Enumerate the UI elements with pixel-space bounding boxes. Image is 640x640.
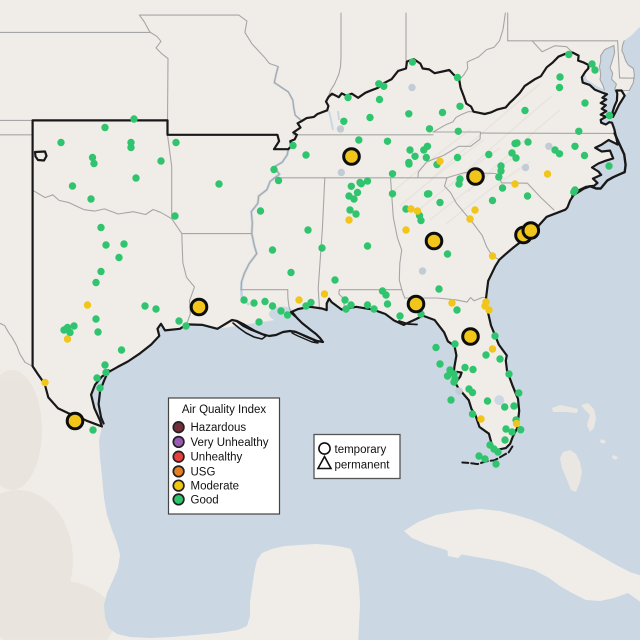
svg-text:USG: USG bbox=[191, 466, 216, 478]
svg-text:Moderate: Moderate bbox=[191, 481, 240, 493]
svg-text:Very Unhealthy: Very Unhealthy bbox=[191, 437, 269, 449]
svg-text:temporary: temporary bbox=[335, 444, 387, 456]
svg-text:permanent: permanent bbox=[335, 460, 391, 472]
svg-text:Air Quality Index: Air Quality Index bbox=[182, 404, 267, 416]
svg-text:Hazardous: Hazardous bbox=[191, 422, 247, 434]
svg-text:Good: Good bbox=[191, 494, 219, 506]
svg-text:Unhealthy: Unhealthy bbox=[191, 452, 243, 464]
